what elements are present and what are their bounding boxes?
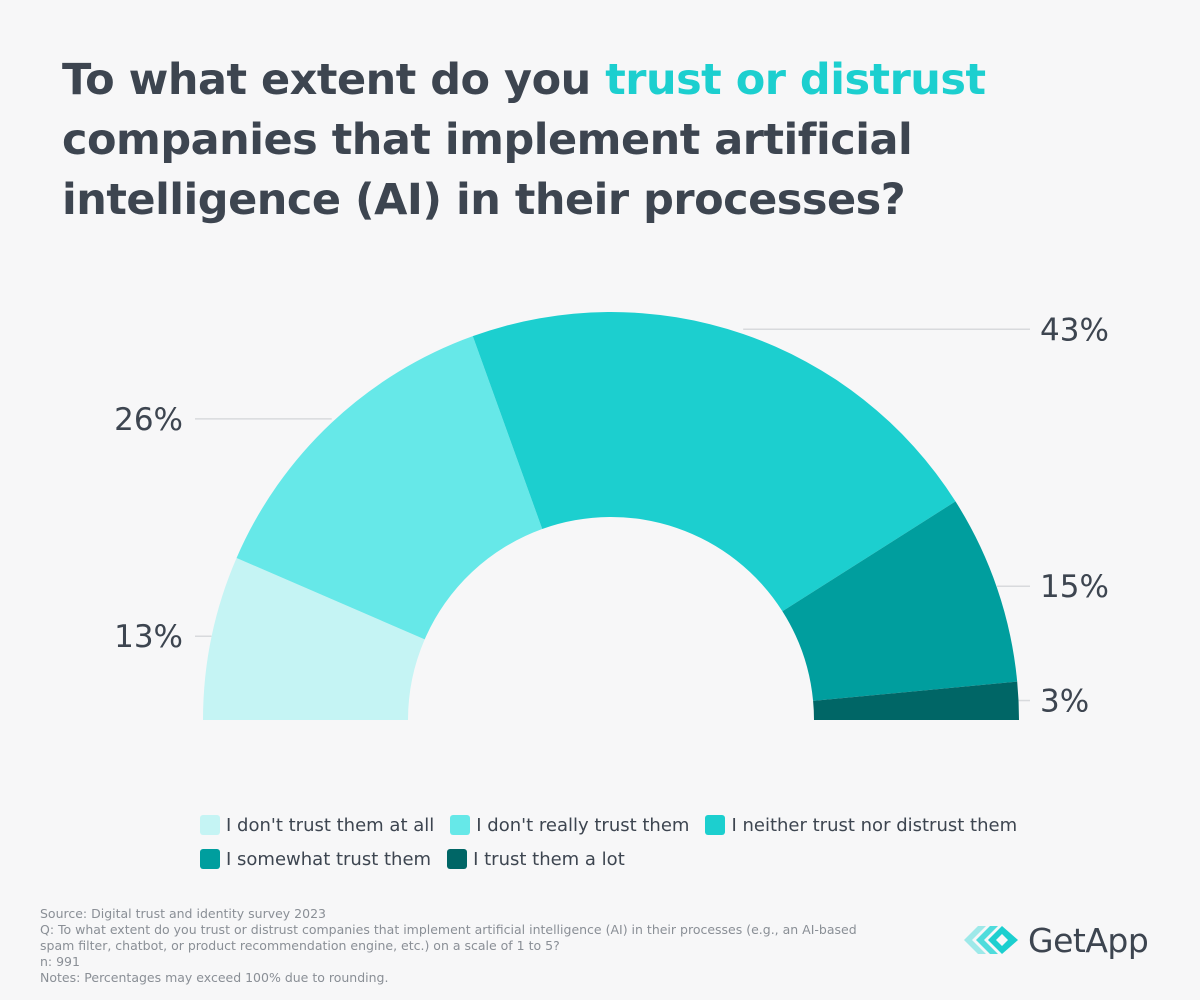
legend-label: I don't trust them at all bbox=[226, 814, 435, 836]
data-label-a-lot: 3% bbox=[1040, 684, 1089, 720]
chart-leader-lines bbox=[195, 328, 1030, 702]
legend-item-a-lot: I trust them a lot bbox=[447, 849, 625, 870]
legend-label: I don't really trust them bbox=[476, 814, 690, 836]
title-part-2: companies that implement artificial inte… bbox=[62, 115, 913, 225]
legend-swatch bbox=[450, 815, 471, 835]
legend-row-1: I don't trust them at all I don't really… bbox=[200, 808, 1100, 842]
chart-footer: Source: Digital trust and identity surve… bbox=[40, 906, 860, 986]
legend-item-not-really: I don't really trust them bbox=[450, 815, 689, 836]
slice-somewhat bbox=[782, 501, 1018, 701]
legend-swatch bbox=[200, 849, 220, 869]
legend-label: I trust them a lot bbox=[473, 848, 625, 870]
data-label-not-really: 26% bbox=[114, 402, 183, 438]
chart-title: To what extent do you trust or distrust … bbox=[62, 50, 1142, 230]
semi-donut-chart: 13% 26% 43% 15% 3% bbox=[114, 312, 1109, 720]
footer-notes: Notes: Percentages may exceed 100% due t… bbox=[40, 970, 389, 985]
legend-swatch bbox=[705, 815, 726, 835]
data-label-somewhat: 15% bbox=[1040, 569, 1109, 605]
legend-item-not-at-all: I don't trust them at all bbox=[200, 815, 434, 836]
footer-question: Q: To what extent do you trust or distru… bbox=[40, 922, 857, 953]
getapp-logo-icon bbox=[964, 926, 1018, 954]
slice-not-at-all bbox=[203, 557, 425, 720]
legend-swatch bbox=[447, 849, 468, 869]
legend-label: I somewhat trust them bbox=[226, 848, 432, 870]
slice-neither bbox=[472, 312, 956, 612]
title-part-1: To what extent do you bbox=[62, 55, 606, 105]
data-label-not-at-all: 13% bbox=[114, 619, 183, 655]
legend-item-somewhat: I somewhat trust them bbox=[200, 849, 431, 870]
getapp-logo-text: GetApp bbox=[1028, 920, 1149, 960]
getapp-logo: GetApp bbox=[962, 918, 1149, 962]
legend-item-neither: I neither trust nor distrust them bbox=[705, 815, 1017, 836]
footer-sample-size: n: 991 bbox=[40, 954, 80, 969]
chart-legend: I don't trust them at all I don't really… bbox=[200, 808, 1100, 876]
chart-data-labels: 13% 26% 43% 15% 3% bbox=[114, 312, 1109, 719]
slice-not-really bbox=[236, 336, 543, 640]
legend-label: I neither trust nor distrust them bbox=[731, 814, 1018, 836]
legend-row-2: I somewhat trust them I trust them a lot bbox=[200, 842, 1100, 876]
title-highlight: trust or distrust bbox=[605, 55, 986, 105]
slice-a-lot bbox=[813, 681, 1019, 720]
legend-swatch bbox=[200, 815, 220, 835]
data-label-neither: 43% bbox=[1040, 312, 1109, 348]
chart-slices bbox=[203, 312, 1019, 720]
footer-source: Source: Digital trust and identity surve… bbox=[40, 906, 326, 921]
